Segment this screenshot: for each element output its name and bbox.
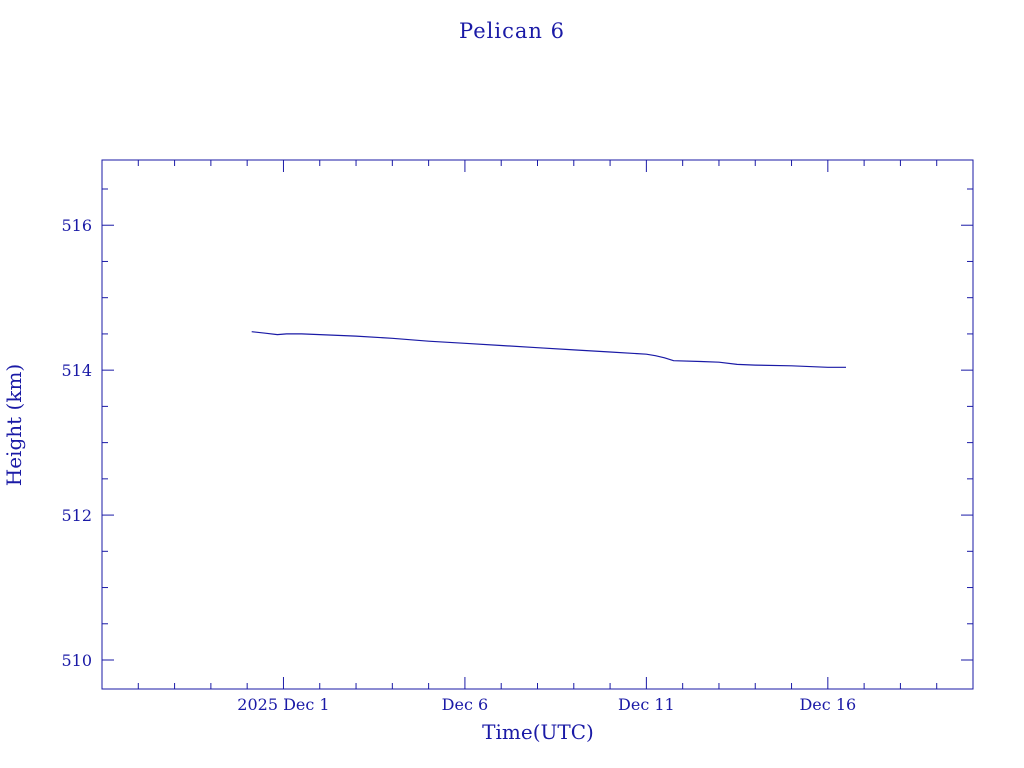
axis-ticks (102, 160, 973, 689)
x-axis-title: Time(UTC) (482, 720, 594, 744)
y-tick-label: 510 (61, 651, 92, 670)
x-tick-labels: 2025 Dec 1 Dec 6 Dec 11 Dec 16 (237, 695, 856, 714)
plot-frame (101, 159, 974, 690)
y-tick-label: 512 (61, 506, 92, 525)
x-tick-label: Dec 16 (799, 695, 856, 714)
height-series-line (251, 331, 846, 368)
x-tick-label: Dec 6 (442, 695, 489, 714)
y-tick-label: 516 (61, 216, 92, 235)
chart-title: Pelican 6 (459, 19, 565, 43)
y-axis-title: Height (km) (2, 364, 26, 486)
x-tick-label: Dec 11 (618, 695, 675, 714)
y-tick-labels: 510 512 514 516 (61, 216, 92, 670)
x-tick-label: 2025 Dec 1 (237, 695, 329, 714)
series-group (251, 331, 846, 368)
y-tick-label: 514 (61, 361, 92, 380)
